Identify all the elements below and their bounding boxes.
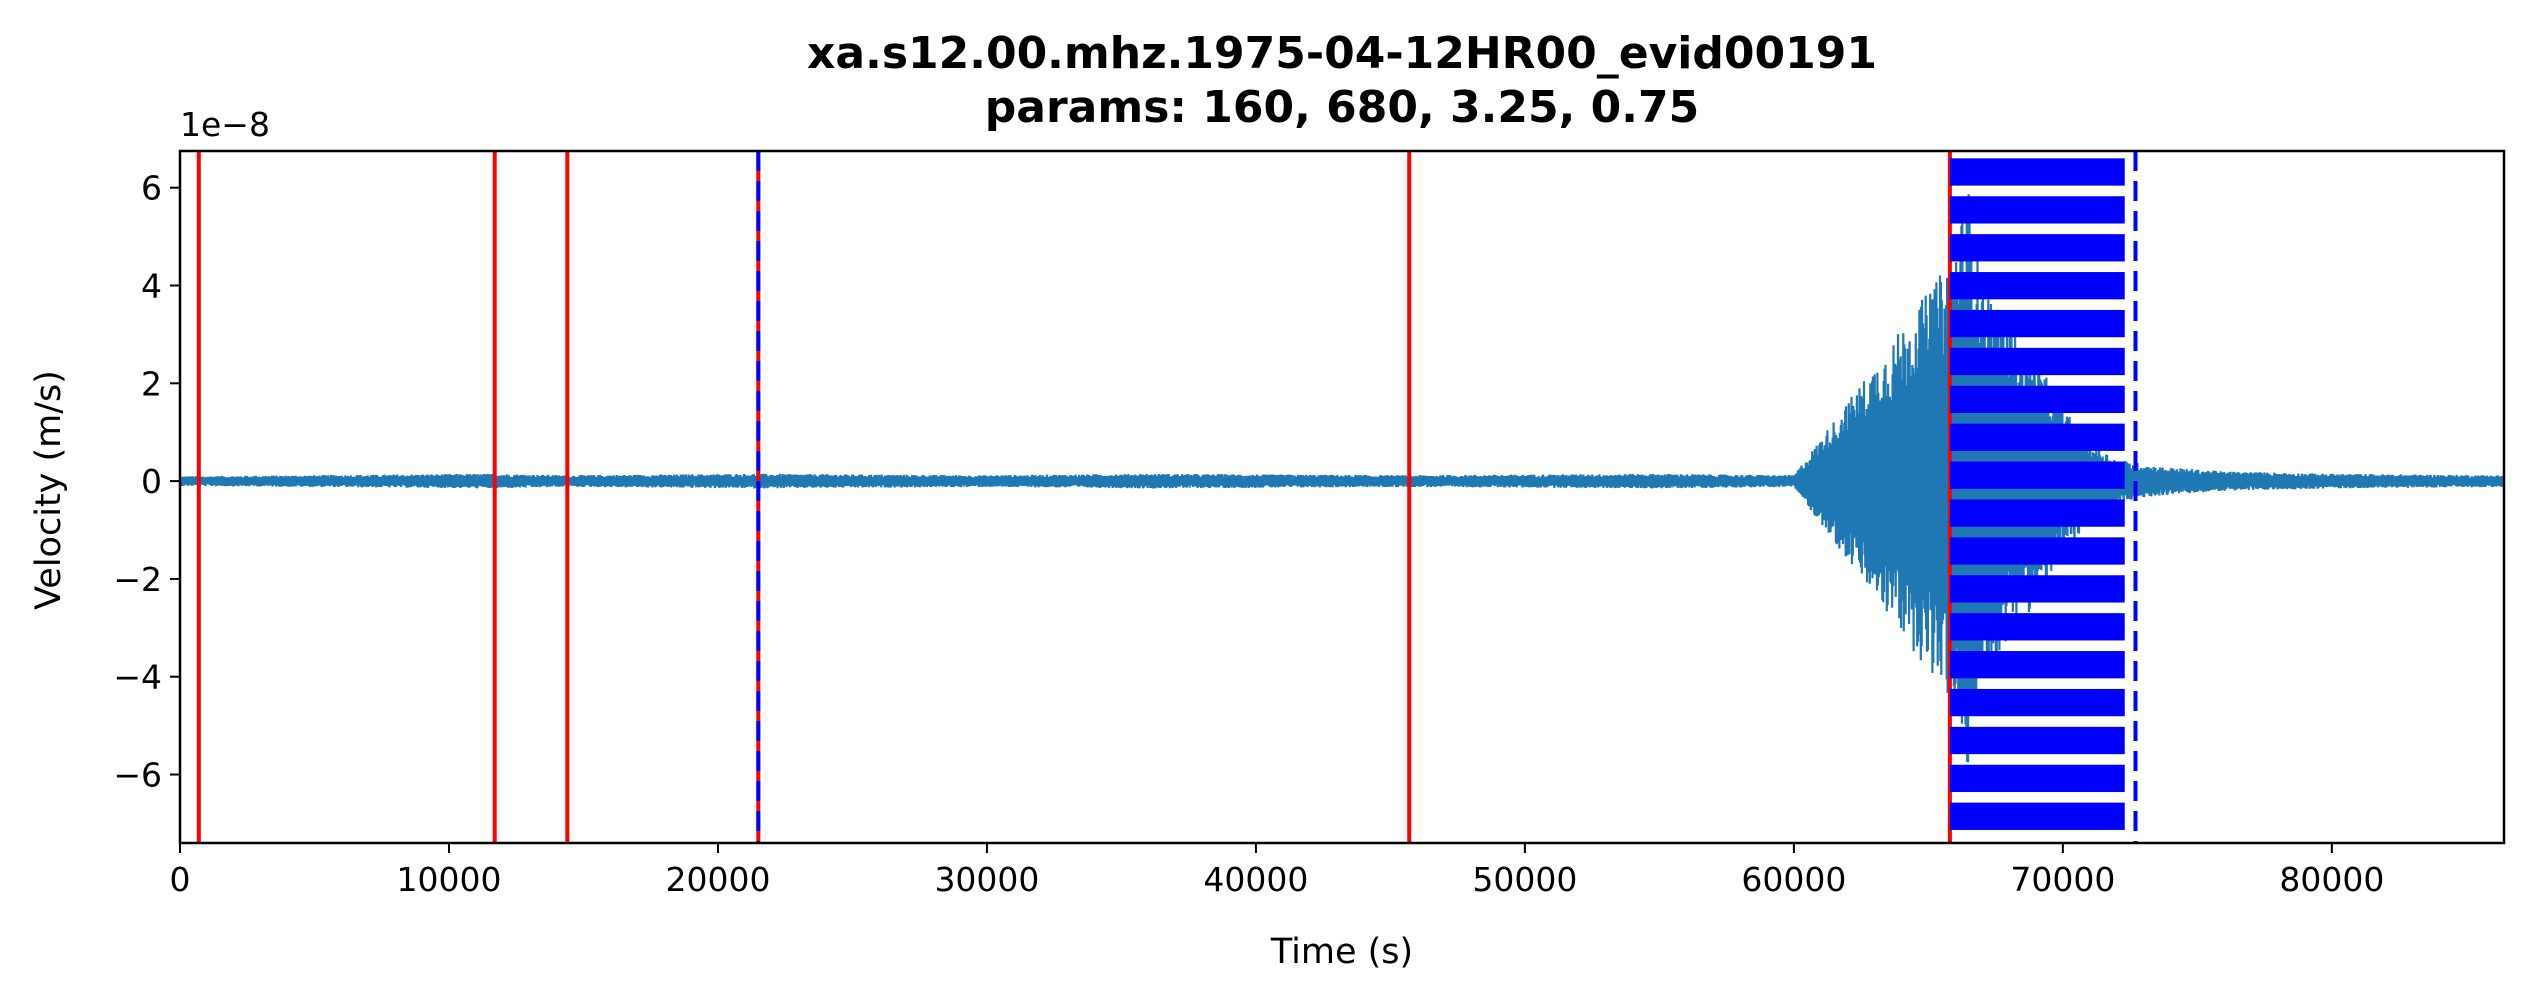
detection-stripe-17 (1949, 802, 2125, 830)
detection-stripe-12 (1949, 613, 2125, 641)
y-tick-label-4: 2 (141, 364, 162, 403)
x-tick-label-2: 20000 (665, 860, 770, 899)
x-tick-label-4: 40000 (1203, 860, 1308, 899)
x-axis-label: Time (s) (1270, 932, 1413, 972)
detection-stripe-9 (1949, 499, 2125, 527)
detection-stripe-11 (1949, 575, 2125, 603)
y-tick-label-5: 4 (141, 266, 162, 305)
detection-stripe-2 (1949, 234, 2125, 262)
axis-ticks: 0 10000 20000 30000 40000 50000 60000 70000 8000… (113, 169, 2384, 899)
plot-frame (178, 149, 2506, 845)
detection-stripe-5 (1949, 347, 2125, 376)
detection-stripe-10 (1949, 537, 2125, 565)
detection-stripe-1 (1949, 196, 2125, 224)
x-tick-label-5: 50000 (1472, 860, 1577, 899)
seismic-trace (180, 194, 2504, 763)
y-tick-label-2: −2 (113, 560, 162, 599)
detection-stripe-15 (1949, 726, 2125, 755)
plot-content (180, 151, 2504, 843)
detection-stripe-4 (1949, 309, 2125, 338)
x-tick-label-3: 30000 (934, 860, 1039, 899)
detection-stripe-0 (1949, 158, 2125, 186)
detection-stripe-6 (1949, 385, 2125, 414)
x-tick-label-6: 60000 (1741, 860, 1846, 899)
detection-stripe-3 (1949, 272, 2125, 300)
x-tick-label-1: 10000 (396, 860, 501, 899)
chart-subtitle: params: 160, 680, 3.25, 0.75 (985, 82, 1699, 133)
y-offset-label: 1e−8 (180, 105, 270, 144)
y-tick-label-1: −4 (113, 658, 162, 697)
x-tick-label-7: 70000 (2010, 860, 2115, 899)
x-tick-label-8: 80000 (2279, 860, 2384, 899)
y-tick-label-0: −6 (113, 756, 162, 795)
x-tick-label-0: 0 (170, 860, 191, 899)
detection-stripe-13 (1949, 651, 2125, 679)
y-tick-label-6: 6 (141, 169, 162, 208)
y-tick-label-3: 0 (141, 462, 162, 501)
y-axis-label: Velocity (m/s) (29, 370, 69, 610)
detection-stripe-7 (1949, 423, 2125, 451)
chart-title: xa.s12.00.mhz.1975-04-12HR00_evid00191 (807, 28, 1877, 79)
detection-stripe-8 (1949, 461, 2125, 489)
plot-area (180, 151, 2504, 843)
detection-stripe-14 (1949, 688, 2125, 717)
detection-stripe-16 (1949, 764, 2125, 793)
